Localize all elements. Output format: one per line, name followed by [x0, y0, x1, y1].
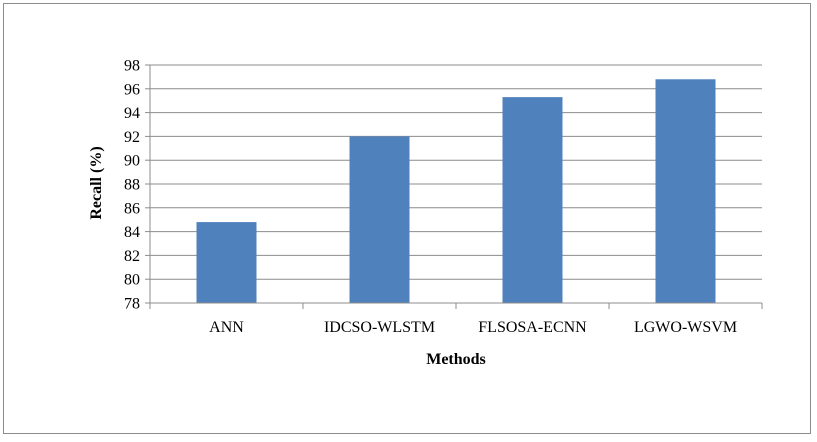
x-axis-title: Methods [426, 351, 486, 368]
bars [196, 79, 716, 303]
axes [145, 64, 763, 309]
y-tick-label: 88 [124, 177, 140, 194]
bar-flsosa-ecnn [502, 97, 563, 303]
y-tick-label: 86 [124, 200, 140, 217]
y-tick-label: 98 [124, 58, 140, 75]
tick-labels: 78 80 82 84 86 88 90 92 94 96 98 ANN IDCSO-WLSTM FLSO… [124, 58, 737, 337]
x-tick-label: ANN [209, 319, 244, 336]
y-tick-label: 90 [124, 153, 140, 170]
y-tick-label: 82 [124, 248, 140, 265]
y-tick-label: 92 [124, 129, 140, 146]
bar-ann [196, 222, 257, 303]
y-tick-label: 84 [124, 224, 140, 241]
x-tick-label: FLSOSA-ECNN [478, 319, 587, 336]
y-tick-label: 96 [124, 81, 140, 98]
x-tick-label: LGWO-WSVM [634, 319, 737, 336]
y-tick-label: 78 [124, 296, 140, 313]
x-tick-label: IDCSO-WLSTM [324, 319, 435, 336]
bar-idcso-wlstm [349, 136, 410, 303]
y-tick-label: 94 [124, 105, 140, 122]
y-tick-label: 80 [124, 272, 140, 289]
y-axis-title: Recall (%) [88, 146, 105, 219]
bar-lgwo-wsvm [655, 79, 716, 303]
